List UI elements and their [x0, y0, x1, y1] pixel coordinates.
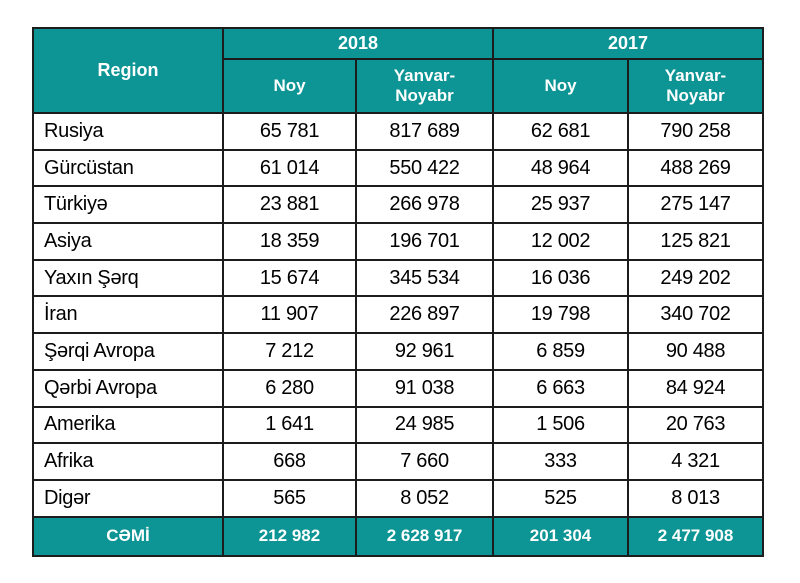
- region-name-cell: Şərqi Avropa: [32, 332, 224, 371]
- value-cell: 4 321: [627, 442, 765, 481]
- value-cell: 18 359: [222, 222, 357, 261]
- table-row: Amerika 1 641 24 985 1 506 20 763: [32, 405, 765, 445]
- value-cell: 525: [492, 478, 630, 518]
- table-row: Yaxın Şərq 15 674 345 534 16 036 249 202: [32, 258, 765, 298]
- value-cell: 62 681: [492, 112, 630, 151]
- value-cell: 226 897: [354, 295, 495, 335]
- table-row: Digər 565 8 052 525 8 013: [32, 478, 765, 518]
- value-cell: 6 859: [492, 332, 630, 371]
- region-name-cell: Qərbi Avropa: [32, 368, 224, 408]
- col-header-2018-yanvar-noyabr: Yanvar-Noyabr: [354, 58, 495, 114]
- col-header-2017-noy: Noy: [492, 58, 630, 114]
- col-header-2018-noy: Noy: [222, 58, 357, 114]
- value-cell: 125 821: [627, 222, 765, 261]
- value-cell: 817 689: [354, 112, 495, 151]
- region-name-cell: Yaxın Şərq: [32, 258, 224, 298]
- value-cell: 90 488: [627, 332, 765, 371]
- value-cell: 23 881: [222, 185, 357, 225]
- table-body: Rusiya 65 781 817 689 62 681 790 258 Gürcüsta…: [32, 112, 765, 518]
- col-header-label: Noy: [273, 76, 306, 96]
- region-statistics-table: Region 2018 2017 Noy Yanvar-Noyabr Noy: [32, 27, 765, 557]
- value-cell: 333: [492, 442, 630, 481]
- value-cell: 6 663: [492, 368, 630, 408]
- value-cell: 84 924: [627, 368, 765, 408]
- col-header-label: Noy: [544, 76, 577, 96]
- col-header-label: Yanvar-Noyabr: [664, 66, 727, 105]
- region-name-cell: Asiya: [32, 222, 224, 261]
- table-row: Asiya 18 359 196 701 12 002 125 821: [32, 222, 765, 261]
- value-cell: 20 763: [627, 405, 765, 445]
- value-cell: 790 258: [627, 112, 765, 151]
- table-row: Şərqi Avropa 7 212 92 961 6 859 90 488: [32, 332, 765, 371]
- value-cell: 25 937: [492, 185, 630, 225]
- value-cell: 340 702: [627, 295, 765, 335]
- value-cell: 61 014: [222, 148, 357, 188]
- table-row: Gürcüstan 61 014 550 422 48 964 488 269: [32, 148, 765, 188]
- table-row: Rusiya 65 781 817 689 62 681 790 258: [32, 112, 765, 151]
- col-header-label: Yanvar-Noyabr: [393, 66, 456, 105]
- value-cell: 12 002: [492, 222, 630, 261]
- table-row: Qərbi Avropa 6 280 91 038 6 663 84 924: [32, 368, 765, 408]
- value-cell: 7 212: [222, 332, 357, 371]
- value-cell: 266 978: [354, 185, 495, 225]
- value-cell: 1 641: [222, 405, 357, 445]
- table-header: Region 2018 2017 Noy Yanvar-Noyabr Noy: [32, 27, 765, 114]
- value-cell: 668: [222, 442, 357, 481]
- subcolumn-header-row: Noy Yanvar-Noyabr Noy Yanvar-Noyabr: [33, 58, 765, 114]
- value-cell: 275 147: [627, 185, 765, 225]
- table-row: İran 11 907 226 897 19 798 340 702: [32, 295, 765, 335]
- totals-value-2018-noy: 212 982: [222, 515, 357, 557]
- table-row: Türkiyə 23 881 266 978 25 937 275 147: [32, 185, 765, 225]
- value-cell: 91 038: [354, 368, 495, 408]
- col-header-2017-yanvar-noyabr: Yanvar-Noyabr: [627, 58, 765, 114]
- value-cell: 345 534: [354, 258, 495, 298]
- value-cell: 48 964: [492, 148, 630, 188]
- region-name-cell: Türkiyə: [32, 185, 224, 225]
- value-cell: 8 013: [627, 478, 765, 518]
- value-cell: 24 985: [354, 405, 495, 445]
- totals-value-2017-yanvar-noyabr: 2 477 908: [627, 515, 765, 557]
- region-name-cell: Amerika: [32, 405, 224, 445]
- value-cell: 8 052: [354, 478, 495, 518]
- value-cell: 11 907: [222, 295, 357, 335]
- value-cell: 65 781: [222, 112, 357, 151]
- value-cell: 249 202: [627, 258, 765, 298]
- region-statistics-table-container: Region 2018 2017 Noy Yanvar-Noyabr Noy: [32, 27, 765, 557]
- year-header-row: Region 2018 2017: [32, 27, 765, 114]
- value-cell: 19 798: [492, 295, 630, 335]
- value-cell: 15 674: [222, 258, 357, 298]
- value-cell: 6 280: [222, 368, 357, 408]
- year-2018-header: 2018: [221, 27, 495, 60]
- table-row: Afrika 668 7 660 333 4 321: [32, 442, 765, 481]
- region-column-header: Region: [32, 27, 224, 114]
- totals-value-2017-noy: 201 304: [492, 515, 630, 557]
- value-cell: 7 660: [354, 442, 495, 481]
- totals-row: CƏMİ 212 982 2 628 917 201 304 2 477 908: [32, 515, 765, 557]
- value-cell: 196 701: [354, 222, 495, 261]
- value-cell: 550 422: [354, 148, 495, 188]
- year-2017-header: 2017: [492, 27, 765, 60]
- table-footer: CƏMİ 212 982 2 628 917 201 304 2 477 908: [32, 515, 765, 557]
- value-cell: 92 961: [354, 332, 495, 371]
- region-name-cell: Digər: [32, 478, 224, 518]
- value-cell: 488 269: [627, 148, 765, 188]
- value-cell: 1 506: [492, 405, 630, 445]
- value-cell: 16 036: [492, 258, 630, 298]
- region-name-cell: Afrika: [32, 442, 224, 481]
- region-name-cell: Rusiya: [32, 112, 224, 151]
- totals-label: CƏMİ: [32, 515, 224, 557]
- region-name-cell: Gürcüstan: [32, 148, 224, 188]
- totals-value-2018-yanvar-noyabr: 2 628 917: [354, 515, 495, 557]
- region-name-cell: İran: [32, 295, 224, 335]
- value-cell: 565: [222, 478, 357, 518]
